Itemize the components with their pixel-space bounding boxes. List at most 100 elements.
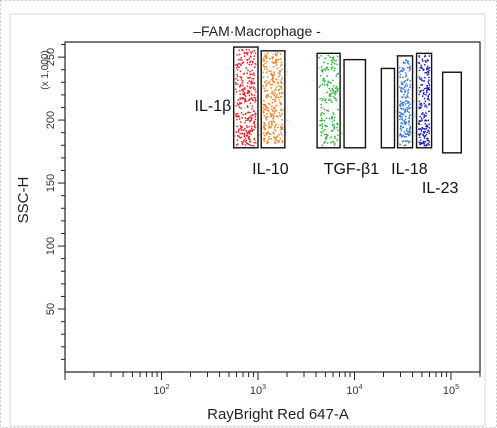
event-dot (263, 140, 265, 142)
event-dot (403, 62, 405, 64)
event-dot (239, 133, 241, 135)
event-dot (253, 88, 255, 90)
event-dot (250, 134, 252, 136)
event-dot (333, 96, 335, 98)
event-dot (275, 138, 277, 140)
event-dot (407, 94, 409, 96)
event-dot (424, 106, 426, 108)
event-dot (319, 120, 321, 122)
event-dot (236, 119, 238, 121)
event-dot (264, 90, 266, 92)
event-dot (241, 79, 243, 81)
event-dot (273, 66, 275, 68)
event-dot (327, 134, 329, 136)
event-dot (274, 90, 276, 92)
event-dot (245, 138, 247, 140)
event-dot (426, 92, 428, 94)
event-dot (400, 101, 402, 103)
event-dot (263, 104, 265, 106)
event-dot (424, 115, 426, 117)
event-dot (271, 123, 273, 125)
event-dot (239, 103, 241, 105)
event-dot (427, 66, 429, 68)
event-dot (237, 143, 239, 145)
event-dot (399, 86, 401, 88)
event-dot (281, 61, 283, 63)
event-dot (424, 72, 426, 74)
event-dot (407, 92, 409, 94)
event-dot (280, 132, 282, 134)
event-dot (249, 121, 251, 123)
gate-8[interactable] (443, 72, 462, 153)
event-dot (253, 142, 255, 144)
event-dot (265, 124, 267, 126)
event-dot (427, 126, 429, 128)
event-dot (266, 80, 268, 82)
event-dot (332, 124, 334, 126)
event-dot (334, 116, 336, 118)
event-dot (322, 84, 324, 86)
event-dot (427, 98, 429, 100)
event-dot (334, 67, 336, 69)
event-dot (272, 75, 274, 77)
event-dot (236, 91, 238, 93)
event-dot (248, 111, 250, 113)
event-dot (264, 135, 266, 137)
event-dot (319, 86, 321, 88)
event-dot (425, 112, 427, 114)
event-dot (269, 81, 271, 83)
event-dot (236, 54, 238, 56)
event-dot (251, 127, 253, 129)
event-dot (405, 144, 407, 146)
event-dot (254, 74, 256, 76)
event-dot (336, 63, 338, 65)
event-dot (281, 86, 283, 88)
event-dot (263, 85, 265, 87)
event-dot (272, 58, 274, 60)
event-dot (337, 55, 339, 57)
event-dot (421, 58, 423, 60)
event-dot (274, 82, 276, 84)
event-dot (281, 109, 283, 111)
event-dot (400, 128, 402, 130)
event-dot (243, 129, 245, 131)
event-dot (270, 127, 272, 129)
event-dot (254, 67, 256, 69)
event-dot (270, 74, 272, 76)
event-dot (251, 64, 253, 66)
event-dot (418, 56, 420, 58)
event-dot (321, 132, 323, 134)
event-dot (259, 134, 260, 135)
event-dot (400, 70, 402, 72)
event-dot (322, 112, 324, 114)
event-dot (322, 98, 324, 100)
event-dot (331, 118, 333, 120)
event-dot (241, 97, 243, 99)
event-dot (333, 124, 335, 126)
event-dot (326, 117, 328, 119)
event-dot (267, 76, 269, 78)
event-dot (285, 132, 286, 133)
event-dot (323, 68, 325, 70)
event-dot (241, 117, 243, 119)
event-dot (333, 70, 335, 72)
event-dot (245, 117, 247, 119)
event-dot (275, 89, 277, 91)
event-dot (421, 118, 423, 120)
event-dot (248, 90, 250, 92)
event-dot (404, 131, 406, 133)
event-dot (337, 129, 339, 131)
event-dot (267, 131, 269, 133)
event-dot (418, 142, 420, 144)
event-dot (237, 139, 239, 141)
event-dot (422, 84, 424, 86)
event-dot (424, 77, 426, 79)
event-dot (420, 107, 422, 109)
event-dot (249, 92, 251, 94)
event-dot (400, 135, 402, 137)
event-dot (253, 78, 255, 80)
event-dot (273, 136, 275, 138)
gate-4[interactable] (344, 60, 365, 148)
gate-5[interactable] (381, 68, 394, 147)
event-dot (324, 129, 326, 131)
